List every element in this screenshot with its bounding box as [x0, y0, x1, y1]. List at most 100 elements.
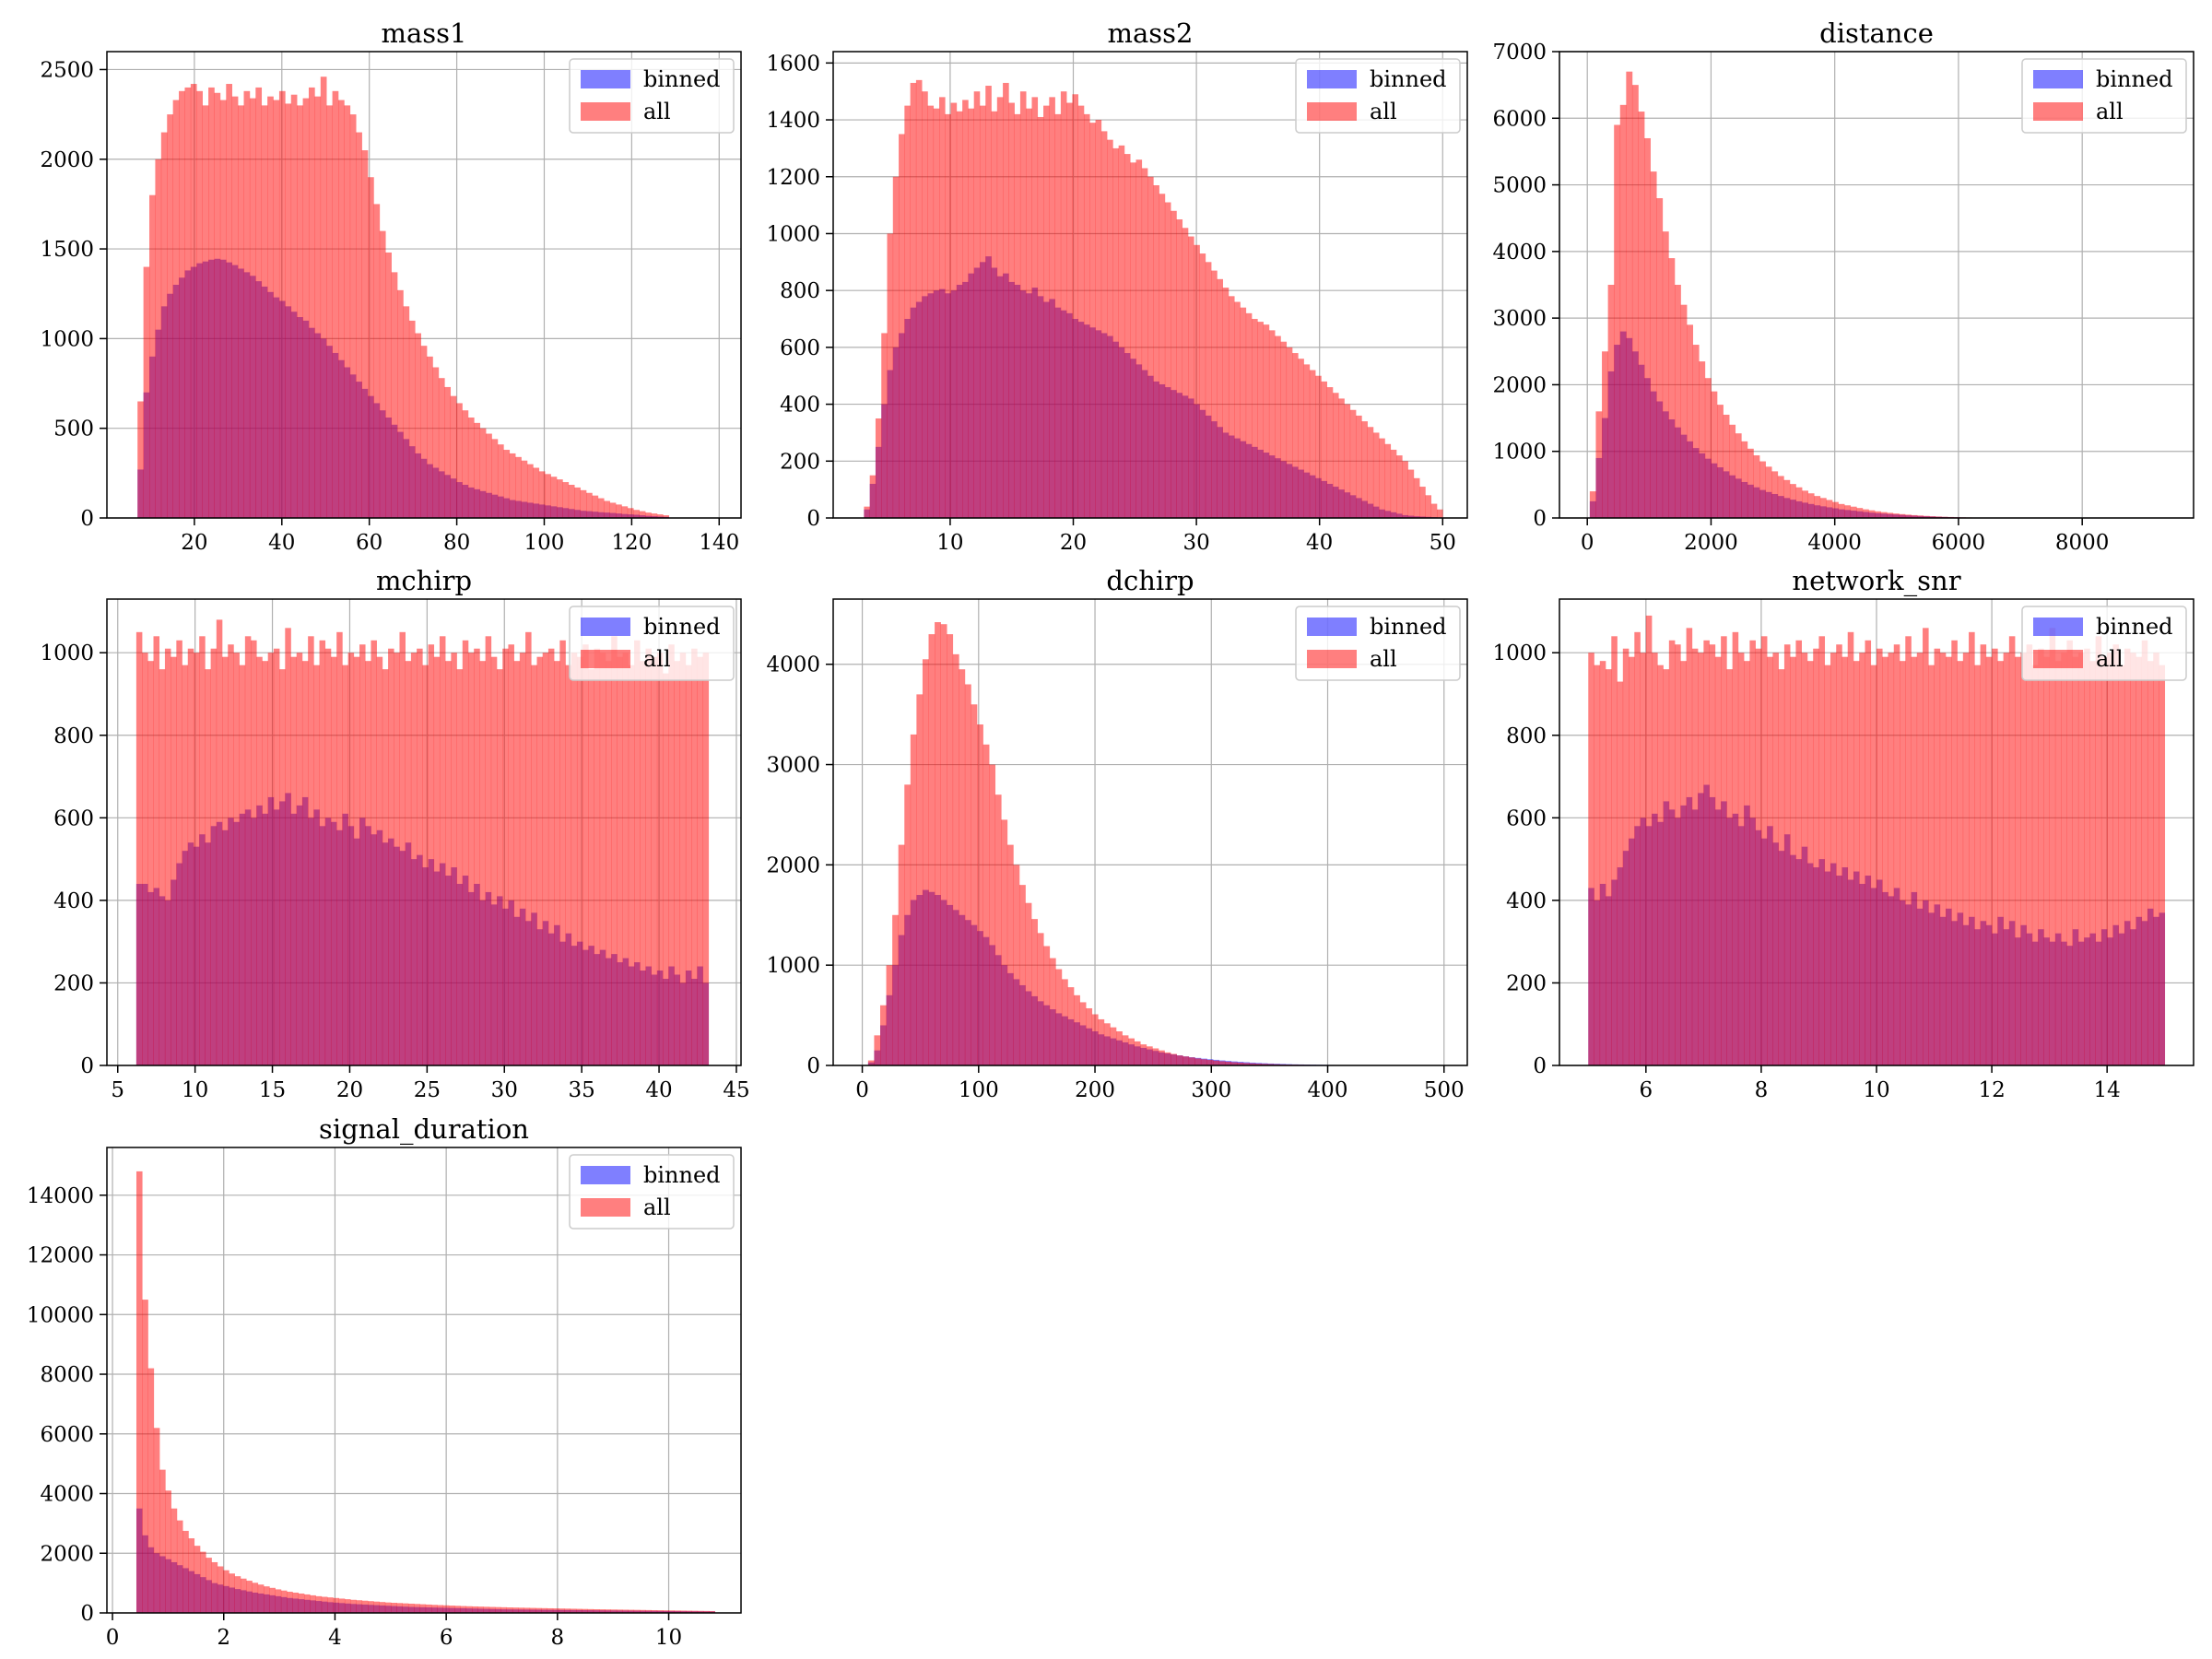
series-all — [135, 1171, 715, 1613]
y-tick-label: 600 — [1506, 806, 1547, 830]
bar-all — [1619, 104, 1627, 518]
bar-all — [246, 1581, 253, 1613]
plot-frame — [106, 51, 742, 519]
bar-all — [674, 1610, 681, 1613]
bar-all — [251, 640, 257, 1065]
bar-all — [285, 103, 292, 518]
bar-all — [645, 1609, 652, 1613]
bar-all — [1037, 933, 1044, 1065]
bar-all — [2107, 653, 2113, 1065]
bar-all — [1240, 307, 1247, 518]
bar-all — [1218, 1061, 1226, 1065]
bar-all — [971, 704, 978, 1065]
bar-all — [327, 1597, 334, 1613]
bar-all — [582, 644, 589, 1065]
bar-all — [691, 648, 698, 1065]
bar-all — [1061, 979, 1068, 1065]
bar-all — [668, 1610, 675, 1613]
bar-all — [485, 636, 492, 1065]
plot-frame — [106, 598, 742, 1066]
legend: binned all — [1295, 58, 1461, 134]
bar-all — [153, 636, 160, 1065]
bar-all — [353, 656, 360, 1065]
x-tick-label: 40 — [645, 1078, 672, 1102]
bar-all — [437, 1605, 443, 1613]
bar-all — [939, 97, 946, 519]
bar-all — [554, 661, 560, 1065]
bar-all — [382, 669, 389, 1065]
bar-all — [1663, 669, 1670, 1065]
bar-all — [222, 656, 229, 1065]
bar-all — [604, 500, 610, 518]
bar-all — [495, 1606, 501, 1613]
bar-all — [188, 1538, 195, 1613]
x-tick-label: 0 — [855, 1078, 869, 1102]
bar-all — [439, 636, 446, 1065]
legend-label-all: all — [1370, 99, 1397, 124]
chart-title: dchirp — [1106, 565, 1194, 596]
bar-all — [1107, 139, 1113, 518]
bar-all — [467, 418, 475, 518]
bar-all — [1699, 361, 1706, 518]
ticks: 10 20 30 40 50 0 200 400 600 800 1000 1200 1400 1600 — [766, 52, 1455, 555]
bar-all — [1680, 304, 1688, 518]
bar-all — [1917, 515, 1924, 518]
bar-all — [1905, 636, 1912, 1065]
bar-all — [1095, 120, 1102, 519]
bar-all — [1176, 219, 1183, 518]
bar-all — [491, 439, 499, 518]
series-all — [1588, 615, 2166, 1065]
bar-all — [1055, 969, 1063, 1065]
bar-all — [2084, 648, 2090, 1065]
bar-all — [1086, 1007, 1093, 1065]
bar-all — [1134, 1041, 1141, 1065]
y-tick-label: 2000 — [40, 1542, 94, 1566]
bar-all — [1049, 97, 1055, 519]
y-tick-label: 200 — [53, 971, 94, 995]
bar-all — [1230, 1062, 1238, 1065]
bar-all — [1326, 387, 1334, 518]
bar-all — [1602, 351, 1608, 518]
bar-all — [1268, 330, 1276, 518]
bar-all — [2020, 653, 2027, 1065]
bar-all — [1916, 653, 1924, 1065]
bar-all — [1862, 509, 1869, 518]
bar-all — [1599, 661, 1606, 1065]
bar-all — [935, 622, 941, 1065]
bar-all — [417, 648, 423, 1065]
x-tick-label: 8 — [1755, 1078, 1769, 1102]
bar-all — [479, 428, 487, 518]
bar-all — [1928, 665, 1935, 1065]
bar-all — [261, 105, 268, 518]
bar-all — [956, 111, 963, 518]
bar-all — [1060, 91, 1067, 518]
bar-all — [1911, 514, 1918, 518]
bar-all — [1704, 378, 1712, 518]
bar-all — [1859, 653, 1865, 1065]
bar-all — [208, 87, 215, 518]
bar-all — [385, 252, 392, 518]
legend-label-all: all — [1370, 646, 1397, 672]
legend-label-binned: binned — [643, 614, 721, 640]
legend-label-all: all — [643, 99, 671, 124]
bar-all — [2112, 644, 2119, 1065]
bar-all — [599, 653, 606, 1065]
chart-title: mass2 — [1107, 18, 1193, 49]
bar-all — [2054, 661, 2062, 1065]
bar-all — [679, 653, 687, 1065]
bar-all — [2049, 628, 2056, 1065]
bar-all — [200, 1551, 206, 1613]
bar-all — [2136, 656, 2143, 1065]
y-tick-label: 500 — [53, 418, 94, 441]
bar-all — [1759, 461, 1766, 518]
y-tick-label: 0 — [80, 1602, 94, 1626]
bar-all — [2031, 665, 2039, 1065]
bar-all — [574, 487, 581, 518]
bar-all — [1286, 347, 1293, 518]
bar-all — [199, 636, 206, 1065]
y-tick-label: 200 — [1506, 971, 1547, 995]
bar-all — [1687, 324, 1694, 518]
bar-all — [1188, 1057, 1195, 1065]
bar-all — [628, 1609, 635, 1613]
